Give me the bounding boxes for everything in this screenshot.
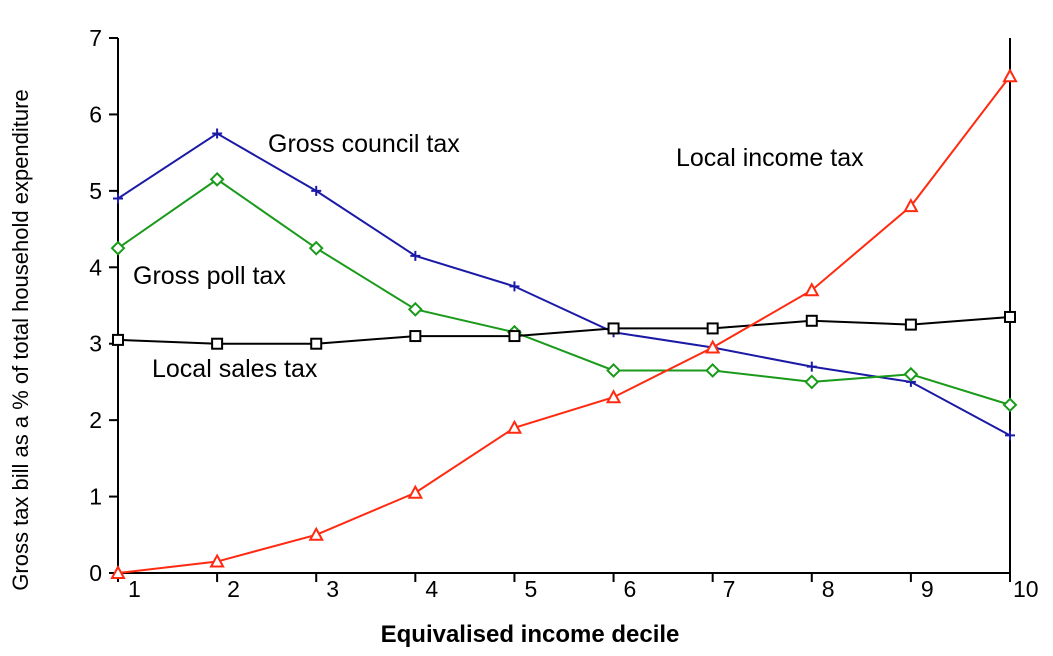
- series-annotations: Gross council tax Gross poll tax Local s…: [133, 130, 864, 383]
- data-point: [311, 185, 322, 196]
- data-point: [212, 128, 223, 139]
- series-line: [117, 178, 1011, 406]
- y-tick-label: 4: [89, 254, 102, 280]
- x-tick-label: 7: [723, 576, 736, 602]
- data-point: [806, 361, 817, 372]
- y-tick-label: 1: [89, 484, 102, 510]
- x-tick-label: 9: [921, 576, 934, 602]
- annotation-gross-council-tax: Gross council tax: [268, 130, 460, 158]
- data-point: [706, 322, 719, 335]
- annotation-local-sales-tax: Local sales tax: [152, 355, 318, 383]
- data-point: [903, 366, 919, 382]
- x-tick-label: 1: [128, 576, 141, 602]
- y-tick-label: 3: [89, 331, 102, 357]
- series-line: [117, 315, 1011, 345]
- data-point: [705, 363, 721, 378]
- data-point: [903, 198, 919, 213]
- data-point: [508, 330, 521, 343]
- y-tick-label: 6: [89, 101, 102, 127]
- data-point: [112, 333, 124, 346]
- data-point: [308, 240, 324, 256]
- data-point: [110, 240, 126, 256]
- series-local-income-tax: [110, 68, 1018, 579]
- annotation-gross-poll-tax: Gross poll tax: [133, 262, 286, 290]
- data-point: [606, 363, 621, 378]
- x-tick-label: 6: [624, 576, 637, 602]
- data-point: [804, 282, 820, 297]
- data-point: [804, 374, 820, 390]
- y-tick-label: 0: [89, 560, 102, 586]
- data-point: [110, 564, 126, 579]
- x-axis-label: Equivalised income decile: [381, 621, 680, 648]
- series-line: [117, 75, 1011, 574]
- data-point: [409, 330, 422, 343]
- data-point: [805, 314, 818, 327]
- chart-axes: [117, 38, 1011, 574]
- x-tick-label: 3: [326, 576, 339, 602]
- data-point: [211, 337, 224, 350]
- data-point: [113, 193, 123, 204]
- data-point: [509, 281, 520, 292]
- data-point: [605, 389, 622, 404]
- data-point: [407, 484, 424, 499]
- data-point: [410, 250, 421, 261]
- data-point: [407, 301, 423, 317]
- data-point: [209, 553, 225, 568]
- x-tick-label: 5: [524, 576, 537, 602]
- x-tick-label: 4: [425, 576, 438, 602]
- annotation-local-income-tax: Local income tax: [676, 144, 864, 172]
- data-point: [209, 171, 225, 187]
- y-tick-label: 5: [89, 178, 102, 204]
- x-tick-label: 2: [227, 576, 240, 602]
- data-point: [904, 318, 917, 331]
- data-point: [1004, 310, 1016, 323]
- data-point: [1005, 430, 1015, 441]
- data-point: [506, 419, 523, 434]
- y-tick-label: 2: [89, 407, 102, 433]
- data-point: [310, 337, 323, 350]
- data-point: [607, 322, 620, 335]
- series-line: [117, 132, 1011, 437]
- series-layer: [110, 68, 1018, 579]
- series-gross-poll-tax: [110, 171, 1018, 413]
- y-axis-label: Gross tax bill as a % of total household…: [8, 89, 33, 590]
- data-point: [308, 526, 324, 541]
- y-tick-label: 7: [89, 25, 102, 51]
- data-point: [1002, 397, 1018, 413]
- data-point: [704, 339, 721, 354]
- series-gross-council-tax: [113, 128, 1015, 441]
- data-point: [1002, 68, 1018, 83]
- x-tick-label: 10: [1013, 576, 1039, 602]
- x-tick-label: 8: [822, 576, 835, 602]
- series-local-sales-tax: [112, 310, 1016, 350]
